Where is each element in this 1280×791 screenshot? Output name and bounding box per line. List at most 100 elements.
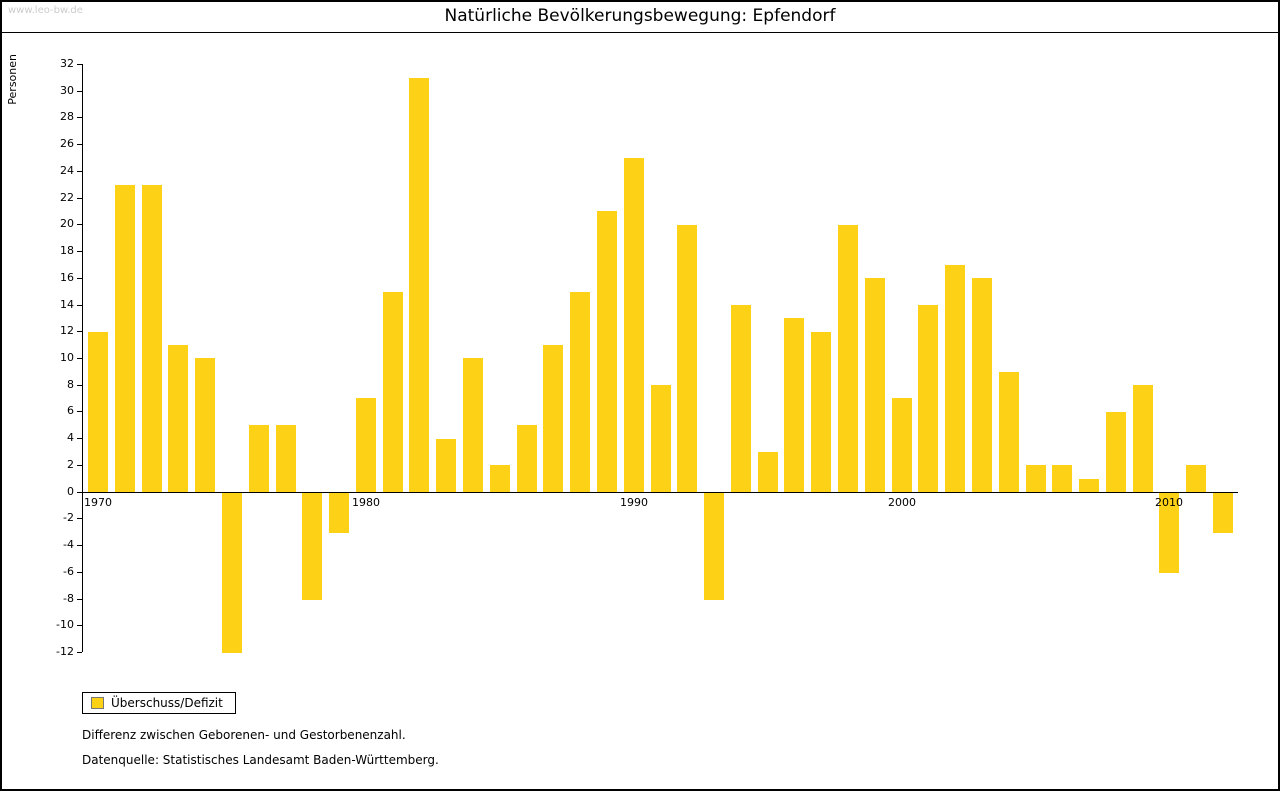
y-tick-mark (77, 545, 82, 546)
bar-1988 (570, 292, 590, 492)
y-tick-mark (77, 305, 82, 306)
legend-label: Überschuss/Defizit (111, 696, 223, 710)
y-tick-mark (77, 358, 82, 359)
y-tick-mark (77, 411, 82, 412)
bar-1971 (115, 185, 135, 492)
y-tick-label: 24 (60, 164, 74, 177)
header: Natürliche Bevölkerungsbewegung: Epfendo… (2, 2, 1278, 33)
y-tick-mark (77, 91, 82, 92)
bar-1984 (463, 358, 483, 492)
x-tick-label: 2000 (888, 496, 916, 509)
y-tick-label: 18 (60, 244, 74, 257)
bar-2000 (892, 398, 912, 492)
bar-2011 (1186, 465, 1206, 492)
y-tick-label: 16 (60, 271, 74, 284)
y-tick-mark (77, 518, 82, 519)
legend-swatch-icon (91, 697, 104, 709)
y-tick-label: -6 (63, 565, 74, 578)
y-tick-label: 2 (67, 458, 74, 471)
y-tick-label: 32 (60, 57, 74, 70)
bar-1980 (356, 398, 376, 492)
y-tick-label: -12 (56, 645, 74, 658)
watermark: www.leo-bw.de (8, 5, 83, 16)
y-tick-mark (77, 438, 82, 439)
bar-1974 (195, 358, 215, 492)
x-tick-label: 2010 (1155, 496, 1183, 509)
bar-2009 (1133, 385, 1153, 492)
y-tick-label: 28 (60, 110, 74, 123)
y-tick-mark (77, 224, 82, 225)
y-tick-mark (77, 492, 82, 493)
bar-1973 (168, 345, 188, 492)
bar-1999 (865, 278, 885, 492)
bar-1982 (409, 78, 429, 492)
bar-1989 (597, 211, 617, 492)
bar-1978 (302, 493, 322, 600)
bar-1970 (88, 332, 108, 492)
y-tick-label: 8 (67, 378, 74, 391)
y-tick-label: 30 (60, 84, 74, 97)
bar-1990 (624, 158, 644, 492)
bar-2010 (1159, 493, 1179, 573)
y-tick-mark (77, 117, 82, 118)
y-tick-mark (77, 171, 82, 172)
y-tick-label: 22 (60, 191, 74, 204)
y-tick-mark (77, 278, 82, 279)
bar-2005 (1026, 465, 1046, 492)
bar-1977 (276, 425, 296, 492)
footnote-differenz: Differenz zwischen Geborenen- und Gestor… (82, 728, 406, 742)
bar-1987 (543, 345, 563, 492)
bar-1997 (811, 332, 831, 492)
bar-1975 (222, 493, 242, 653)
bar-1985 (490, 465, 510, 492)
y-tick-label: -10 (56, 618, 74, 631)
bar-1972 (142, 185, 162, 492)
bar-1994 (731, 305, 751, 492)
legend: Überschuss/Defizit (82, 692, 236, 714)
y-tick-label: -8 (63, 592, 74, 605)
y-tick-label: 0 (67, 485, 74, 498)
bar-2001 (918, 305, 938, 492)
plot-area: 1970 1980 1990 2000 2010 (82, 64, 1238, 653)
y-tick-label: 4 (67, 431, 74, 444)
bar-1976 (249, 425, 269, 492)
y-tick-label: 14 (60, 298, 74, 311)
y-tick-mark (77, 465, 82, 466)
bar-1998 (838, 225, 858, 492)
x-axis-zero-line (83, 492, 1238, 493)
y-tick-label: -2 (63, 511, 74, 524)
y-tick-mark (77, 251, 82, 252)
bar-1979 (329, 493, 349, 533)
bar-1991 (651, 385, 671, 492)
y-tick-label: 6 (67, 404, 74, 417)
y-tick-mark (77, 625, 82, 626)
x-tick-label: 1990 (620, 496, 648, 509)
y-tick-label: 10 (60, 351, 74, 364)
bar-2006 (1052, 465, 1072, 492)
y-tick-mark (77, 64, 82, 65)
y-tick-label: 26 (60, 137, 74, 150)
bar-1992 (677, 225, 697, 492)
y-tick-mark (77, 385, 82, 386)
bar-2002 (945, 265, 965, 492)
bar-1986 (517, 425, 537, 492)
bar-1995 (758, 452, 778, 492)
footnote-datenquelle: Datenquelle: Statistisches Landesamt Bad… (82, 753, 439, 767)
y-tick-mark (77, 652, 82, 653)
y-tick-mark (77, 599, 82, 600)
y-tick-label: 20 (60, 217, 74, 230)
x-tick-label: 1980 (352, 496, 380, 509)
bar-1993 (704, 493, 724, 600)
y-tick-mark (77, 144, 82, 145)
page-title: Natürliche Bevölkerungsbewegung: Epfendo… (444, 6, 836, 26)
x-tick-label: 1970 (84, 496, 112, 509)
bar-1983 (436, 439, 456, 492)
bar-2008 (1106, 412, 1126, 492)
y-tick-mark (77, 572, 82, 573)
y-tick-label: 12 (60, 324, 74, 337)
y-tick-mark (77, 331, 82, 332)
bar-1996 (784, 318, 804, 492)
